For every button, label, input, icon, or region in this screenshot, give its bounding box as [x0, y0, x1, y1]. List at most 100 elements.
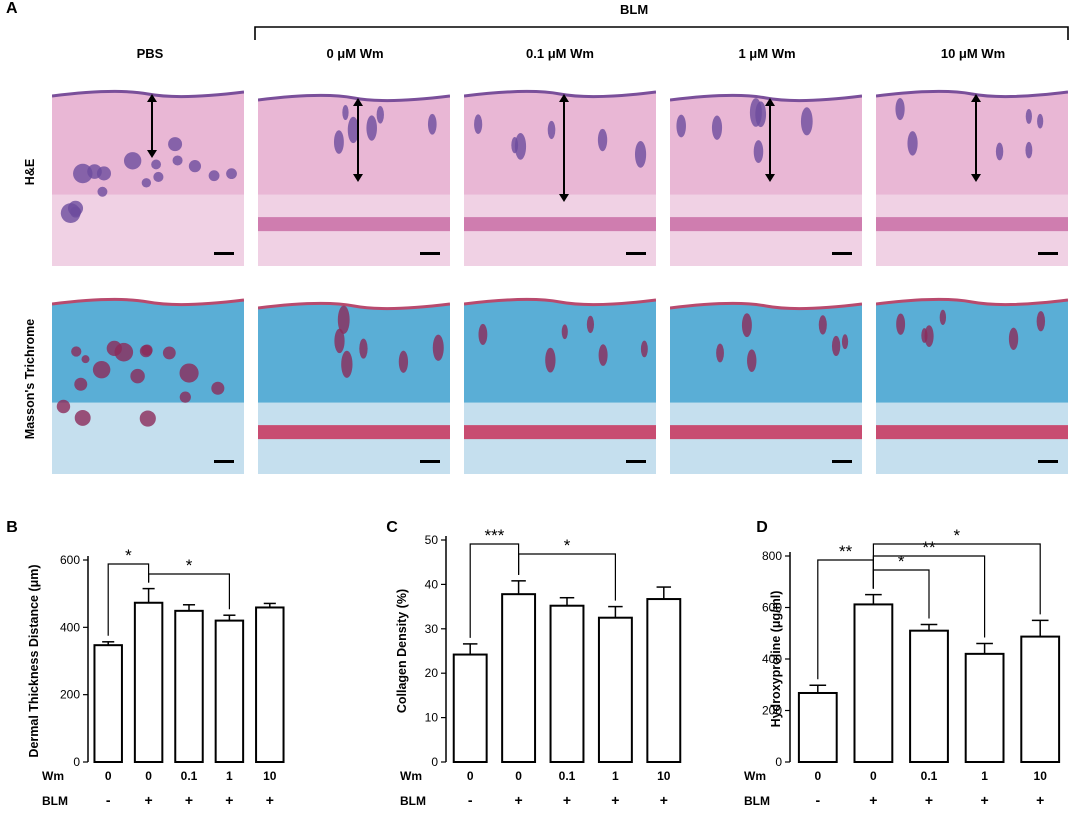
category-wm-label: 1	[226, 769, 233, 783]
significance-label: *	[564, 536, 571, 555]
category-blm-label: -	[106, 792, 111, 808]
category-blm-label: -	[468, 792, 473, 808]
category-wm-label: 0	[814, 769, 821, 783]
category-wm-label: 10	[263, 769, 277, 783]
panel-letter-c: C	[386, 519, 398, 536]
panel-letter-b: B	[6, 519, 18, 536]
category-wm-label: 10	[1034, 769, 1048, 783]
category-blm-label: -	[815, 792, 820, 808]
row-label-wm: Wm	[744, 769, 766, 783]
y-axis-label: Dermal Thickness Distance (μm)	[27, 564, 41, 757]
trichrome-image-3	[670, 286, 862, 474]
row-label-blm: BLM	[400, 794, 426, 808]
category-wm-label: 1	[981, 769, 988, 783]
he-image-0	[52, 78, 244, 266]
bar	[1020, 635, 1061, 763]
category-blm-label: +	[869, 792, 877, 808]
y-tick-label: 40	[425, 577, 439, 591]
column-title-0.1um: 0.1 μM Wm	[526, 46, 594, 61]
bar	[174, 609, 204, 763]
category-wm-label: 0	[145, 769, 152, 783]
bar	[133, 601, 164, 763]
bar	[597, 616, 633, 764]
y-axis-label: Collagen Density (%)	[395, 589, 409, 713]
category-wm-label: 0	[515, 769, 522, 783]
category-wm-label: 0.1	[181, 769, 198, 783]
row-label-blm: BLM	[42, 794, 68, 808]
trichrome-image-1	[258, 286, 450, 474]
category-blm-label: +	[225, 792, 233, 808]
y-tick-label: 30	[425, 622, 439, 636]
y-tick-label: 0	[431, 755, 438, 769]
he-image-2	[464, 78, 656, 266]
y-tick-label: 50	[425, 533, 439, 547]
significance-label: *	[125, 546, 132, 565]
column-title-0um: 0 μM Wm	[326, 46, 384, 61]
he-image-3	[670, 78, 862, 266]
he-image-4	[876, 78, 1068, 266]
significance-bracket	[148, 573, 230, 610]
blm-bracket	[254, 26, 1069, 40]
bar	[853, 603, 894, 763]
trichrome-image-0	[52, 286, 244, 474]
bar	[501, 593, 537, 764]
significance-bracket	[872, 543, 1041, 615]
bar	[909, 629, 949, 763]
category-wm-label: 0.1	[921, 769, 938, 783]
y-tick-label: 600	[60, 553, 80, 567]
y-tick-label: 0	[775, 755, 782, 769]
category-wm-label: 0	[870, 769, 877, 783]
category-blm-label: +	[145, 792, 153, 808]
bar	[93, 644, 123, 764]
bar	[797, 691, 838, 763]
y-tick-label: 10	[425, 711, 439, 725]
category-wm-label: 0.1	[559, 769, 576, 783]
column-title-1um: 1 μM Wm	[738, 46, 796, 61]
y-tick-label: 400	[60, 620, 80, 634]
significance-label: ***	[484, 526, 504, 545]
significance-label: **	[922, 538, 936, 557]
bar	[255, 606, 285, 763]
category-blm-label: +	[660, 792, 668, 808]
row-label-wm: Wm	[400, 769, 422, 783]
category-blm-label: +	[925, 792, 933, 808]
significance-label: *	[898, 552, 905, 571]
y-tick-label: 20	[425, 666, 439, 680]
category-wm-label: 0	[105, 769, 112, 783]
category-blm-label: +	[515, 792, 523, 808]
y-tick-label: 0	[73, 755, 80, 769]
y-axis-label: Hydroxyproline (μg/ml)	[769, 591, 783, 728]
category-blm-label: +	[563, 792, 571, 808]
trichrome-image-4	[876, 286, 1068, 474]
trichrome-image-2	[464, 286, 656, 474]
chart-b: 0 200 400 600 Dermal Thickness Distance (μm)…	[27, 546, 285, 808]
significance-bracket	[517, 553, 617, 601]
row-label-blm: BLM	[744, 794, 770, 808]
panel-letter-d: D	[756, 519, 768, 536]
bar	[964, 652, 1005, 763]
category-blm-label: +	[1036, 792, 1044, 808]
he-image-1	[258, 78, 450, 266]
blm-group-label: BLM	[620, 2, 649, 17]
bar	[452, 653, 488, 763]
bar	[549, 604, 585, 763]
column-title-10um: 10 μM Wm	[940, 46, 1006, 61]
significance-bracket	[107, 563, 150, 636]
category-wm-label: 1	[612, 769, 619, 783]
significance-label: *	[186, 556, 193, 575]
y-tick-label: 800	[762, 549, 782, 563]
y-tick-label: 400	[762, 652, 782, 666]
bar	[646, 598, 682, 763]
row-label-wm: Wm	[42, 769, 64, 783]
bar	[214, 619, 245, 763]
category-wm-label: 0	[467, 769, 474, 783]
category-blm-label: +	[611, 792, 619, 808]
category-blm-label: +	[981, 792, 989, 808]
panel-a-letter: A	[6, 0, 18, 17]
category-blm-label: +	[185, 792, 193, 808]
significance-label: **	[839, 542, 853, 561]
y-tick-label: 600	[762, 601, 782, 615]
